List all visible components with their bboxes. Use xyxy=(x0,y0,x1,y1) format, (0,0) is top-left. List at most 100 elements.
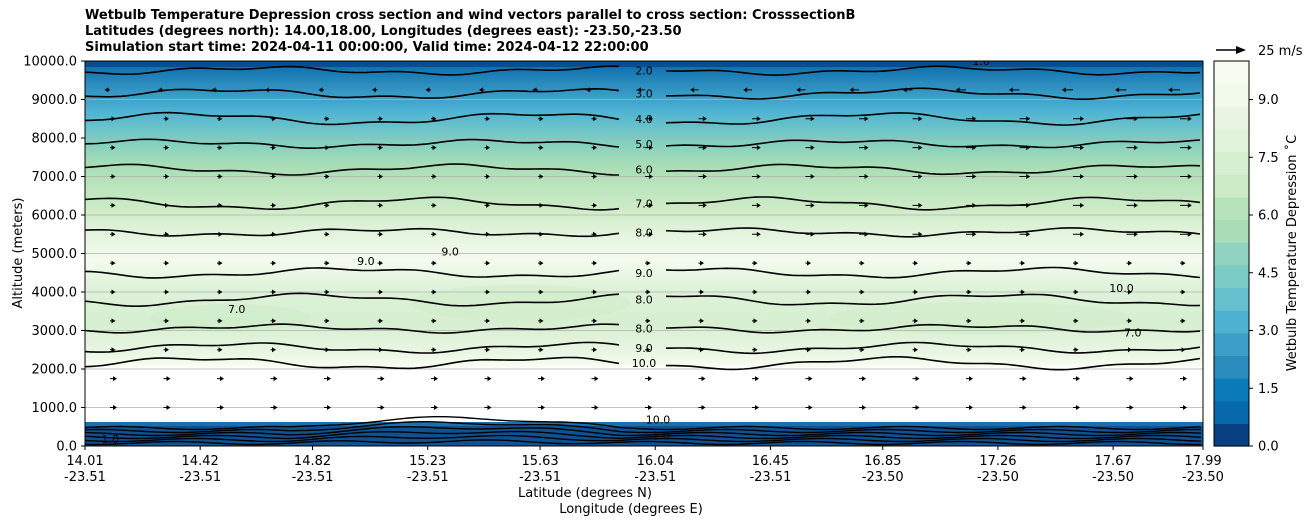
wind-vector-head xyxy=(1080,145,1085,151)
wind-vector-head xyxy=(1187,202,1192,208)
contour-label: 5.0 xyxy=(635,138,653,151)
colorbar-band xyxy=(1214,264,1249,289)
y-axis: 0.0 1000.0 2000.0 3000.0 4000.0 5000.0 6000.0 7… xyxy=(23,55,85,455)
wind-legend: 25 m/s xyxy=(1216,44,1303,59)
x-tick-label-lon: -23.50 xyxy=(1092,470,1134,485)
contour-label: 7.0 xyxy=(228,303,246,316)
wind-vector-head xyxy=(113,405,117,410)
colorbar-band xyxy=(1214,219,1249,243)
contour-label: 9.0 xyxy=(635,267,653,280)
x-tick-label-lon: -23.50 xyxy=(862,470,904,485)
wind-vector-head xyxy=(1183,405,1187,410)
contour-line xyxy=(85,111,620,126)
wind-vector-head xyxy=(593,231,597,237)
x-tick-label-lon: -23.50 xyxy=(1182,470,1224,485)
wind-vector-head xyxy=(967,347,972,353)
wind-vector-head xyxy=(915,405,920,410)
wind-vector-head xyxy=(486,318,490,324)
wind-vector-head xyxy=(111,202,116,208)
colorbar-frame xyxy=(1213,60,1250,447)
wind-vector-head xyxy=(272,347,276,353)
title-line-1: Wetbulb Temperature Depression cross sec… xyxy=(85,8,856,23)
wind-vector-head xyxy=(902,87,907,93)
x-tick-label-lon: -23.51 xyxy=(64,470,106,485)
wind-vector-head xyxy=(104,87,109,93)
x-tick-label-lon: -23.51 xyxy=(292,470,334,485)
wind-vector-head xyxy=(325,289,330,295)
wind-vector-head xyxy=(810,202,815,208)
wind-vector-head xyxy=(325,116,330,122)
wind-vector-head xyxy=(211,87,216,93)
colorbar-band xyxy=(1214,196,1249,221)
contour-label: 1.0 xyxy=(102,433,120,446)
wind-vector-head xyxy=(918,145,923,151)
wind-vector-head xyxy=(486,347,490,353)
surface-contour-line xyxy=(85,426,1202,437)
wind-vector-head xyxy=(479,87,483,93)
wind-vector-head xyxy=(539,347,544,353)
wind-vector-head xyxy=(1133,174,1138,179)
wind-vector-head xyxy=(915,376,920,382)
wind-vector-head xyxy=(648,405,652,410)
wind-vector-head xyxy=(1133,202,1138,208)
wind-vector-head xyxy=(1080,202,1085,208)
wind-vector-head xyxy=(325,231,330,237)
wind-vector-head xyxy=(539,145,544,151)
colorbar-band xyxy=(1214,61,1249,85)
wind-vector-head xyxy=(756,174,761,179)
x-tick-label-lon: -23.51 xyxy=(749,470,791,485)
wind-vector-head xyxy=(218,174,223,179)
y-tick-label: 2000.0 xyxy=(32,363,78,378)
contour-line xyxy=(665,341,1201,355)
wind-vector-head xyxy=(111,145,116,151)
wind-vector-head xyxy=(379,202,383,208)
wind-vector-head xyxy=(649,145,654,151)
wind-vector-head xyxy=(379,260,383,266)
wind-vector-head xyxy=(649,116,654,122)
wind-vector-head xyxy=(379,231,383,237)
wind-vector-head xyxy=(1187,174,1192,179)
wind-vector-head xyxy=(113,376,117,382)
colorbar-tick-label: 0.0 xyxy=(1258,440,1279,455)
wind-vector-head xyxy=(756,145,761,151)
wind-vector-head xyxy=(318,87,323,93)
wind-vector-head xyxy=(1026,145,1031,151)
wind-vector-head xyxy=(325,347,330,353)
wind-vector-head xyxy=(1076,376,1080,382)
x-tick-label-lat: 17.99 xyxy=(1184,454,1221,469)
wind-vector-head xyxy=(1080,231,1085,237)
wind-vector-head xyxy=(700,260,704,266)
wind-vector-head xyxy=(1133,145,1138,151)
wind-vector-head xyxy=(808,405,813,410)
contour-line xyxy=(665,139,1201,149)
wind-vector-head xyxy=(325,260,330,266)
wind-vector-head xyxy=(272,289,276,295)
wind-legend-arrow-head xyxy=(1236,46,1246,54)
wind-vector-head xyxy=(972,116,977,122)
wind-vector-head xyxy=(1133,116,1138,122)
contour-label: 1.0 xyxy=(972,55,990,68)
wind-vector-head xyxy=(432,347,437,353)
wind-vector-head xyxy=(486,231,490,237)
x-tick-label-lat: 17.26 xyxy=(979,454,1016,469)
contour-line xyxy=(85,341,620,354)
contour-label: 2.0 xyxy=(635,65,653,78)
wind-vector-head xyxy=(646,347,651,353)
wind-vector-head xyxy=(272,318,276,324)
wind-vector-head xyxy=(808,376,813,382)
wind-vector-head xyxy=(860,260,865,266)
wind-vector-head xyxy=(1115,87,1120,93)
contour-line xyxy=(665,196,1201,211)
wind-vector-head xyxy=(432,260,437,266)
wind-vector-head xyxy=(325,145,330,151)
wind-vector-head xyxy=(1181,289,1186,295)
x-tick-label-lon: -23.50 xyxy=(977,470,1019,485)
wind-vector-head xyxy=(702,174,707,179)
colorbar-band xyxy=(1214,151,1249,175)
surface-contour-line xyxy=(85,430,1202,440)
wind-vector-head xyxy=(755,405,759,410)
wind-vector-head xyxy=(860,289,865,295)
surface-contours xyxy=(85,416,1202,446)
wind-vector-head xyxy=(1021,347,1025,353)
wind-vector-head xyxy=(1187,231,1192,237)
